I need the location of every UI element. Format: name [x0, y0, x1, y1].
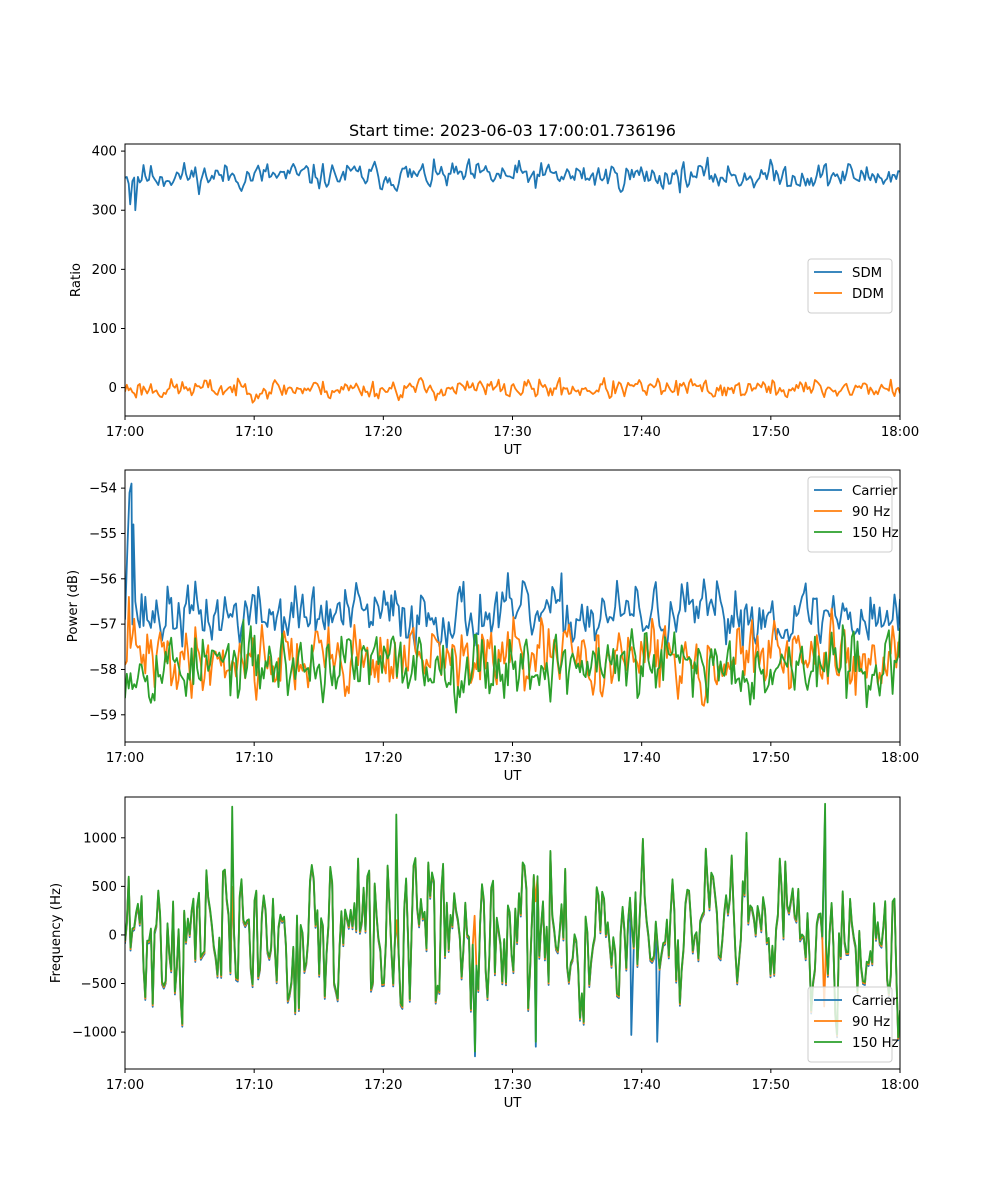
series-line-90-hz — [125, 596, 900, 707]
x-tick-label: 17:30 — [493, 425, 531, 440]
y-tick-label: 300 — [92, 204, 117, 219]
legend-entry: Carrier — [852, 484, 898, 499]
x-tick-label: 17:00 — [106, 751, 144, 766]
chart-panel-3: 17:00 17:10 17:20 17:30 17:40 17:50 18:00 1000 5… — [49, 796, 919, 1111]
x-tick-label: 17:00 — [106, 425, 144, 440]
legend-entry: 90 Hz — [852, 1015, 890, 1030]
legend-entry: Carrier — [852, 994, 898, 1009]
y-tick-label: 400 — [92, 145, 117, 160]
x-tick-label: 17:40 — [623, 1078, 661, 1093]
legend-entry: SDM — [852, 266, 882, 281]
y-tick-label: −58 — [89, 663, 117, 678]
series-line-150-hz — [125, 619, 900, 714]
y-tick-label: −1000 — [72, 1026, 117, 1041]
y-axis-label: Power (dB) — [66, 570, 81, 642]
y-tick-label: 0 — [109, 928, 117, 943]
legend-entry: 150 Hz — [852, 1036, 899, 1051]
series-group — [125, 482, 900, 714]
y-axis-label: Frequency (Hz) — [49, 883, 64, 983]
x-tick-label: 17:10 — [235, 1078, 273, 1093]
chart-panel-2: 17:00 17:10 17:20 17:30 17:40 17:50 18:00 −54 −5… — [66, 469, 919, 784]
series-line-sdm — [125, 156, 900, 212]
y-tick-label: −59 — [89, 708, 117, 723]
x-tick-label: 18:00 — [881, 751, 919, 766]
x-tick-label: 17:50 — [752, 1078, 790, 1093]
x-axis-label: UT — [504, 1096, 523, 1111]
x-tick-label: 17:30 — [493, 1078, 531, 1093]
legend: Carrier 90 Hz 150 Hz — [807, 986, 899, 1063]
x-tick-label: 17:50 — [752, 425, 790, 440]
x-tick-label: 17:30 — [493, 751, 531, 766]
y-tick-label: 200 — [92, 263, 117, 278]
y-tick-label: 0 — [109, 381, 117, 396]
x-tick-label: 18:00 — [881, 1078, 919, 1093]
x-tick-label: 17:40 — [623, 425, 661, 440]
series-line-150-hz — [125, 802, 900, 1053]
chart-panel-1: 17:00 17:10 17:20 17:30 17:40 17:50 18:00 0 100 2… — [69, 121, 919, 458]
x-axis-label: UT — [504, 443, 523, 458]
x-tick-label: 17:10 — [235, 425, 273, 440]
x-tick-label: 18:00 — [881, 425, 919, 440]
legend-entry: DDM — [852, 287, 884, 302]
legend: SDM DDM — [807, 258, 893, 314]
legend-box — [807, 986, 893, 1063]
x-tick-label: 17:40 — [623, 751, 661, 766]
x-tick-label: 17:20 — [364, 425, 402, 440]
series-line-carrier — [125, 482, 900, 652]
y-tick-label: 500 — [92, 880, 117, 895]
y-tick-label: −56 — [89, 572, 117, 587]
x-tick-label: 17:20 — [364, 1078, 402, 1093]
x-tick-label: 17:10 — [235, 751, 273, 766]
y-tick-label: 100 — [92, 322, 117, 337]
legend-entry: 150 Hz — [852, 526, 899, 541]
series-group — [125, 156, 900, 404]
y-tick-label: −57 — [89, 618, 117, 633]
legend-box — [807, 476, 893, 553]
x-tick-label: 17:20 — [364, 751, 402, 766]
legend: Carrier 90 Hz 150 Hz — [807, 476, 899, 553]
x-tick-label: 17:00 — [106, 1078, 144, 1093]
chart-title: Start time: 2023-06-03 17:00:01.736196 — [349, 121, 676, 140]
y-tick-label: −500 — [80, 977, 117, 992]
y-tick-label: −54 — [89, 482, 117, 497]
y-tick-label: 1000 — [83, 831, 117, 846]
legend-entry: 90 Hz — [852, 505, 890, 520]
y-axis-label: Ratio — [69, 263, 84, 297]
y-tick-label: −55 — [89, 527, 117, 542]
x-tick-label: 17:50 — [752, 751, 790, 766]
x-axis-label: UT — [504, 769, 523, 784]
series-line-ddm — [125, 377, 900, 404]
series-group — [125, 802, 900, 1058]
